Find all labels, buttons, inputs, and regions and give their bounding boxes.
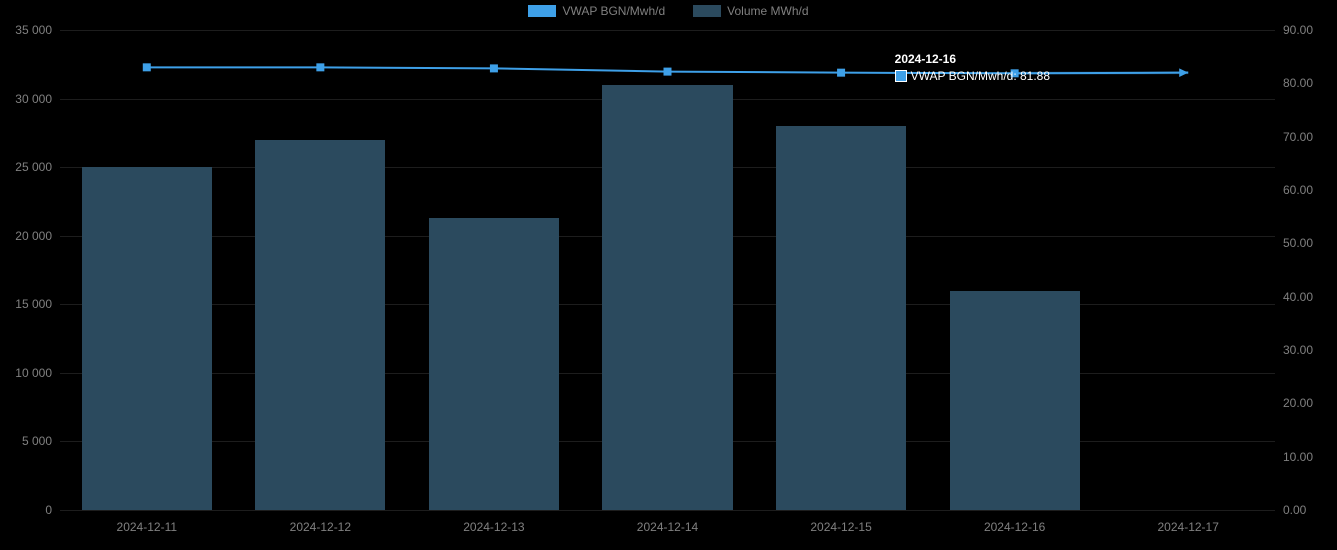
y-right-tick-label: 40.00 [1283,290,1313,304]
plot-area [60,30,1275,510]
y-left-tick-label: 25 000 [15,160,52,174]
vwap-marker[interactable] [837,69,845,77]
volume-bar[interactable] [602,85,732,510]
vwap-marker[interactable] [143,63,151,71]
volume-bar[interactable] [950,291,1080,510]
legend-swatch [528,5,556,17]
y-left-tick-label: 10 000 [15,366,52,380]
tooltip-row: VWAP BGN/Mwh/d: 81.88 [895,68,1050,85]
y-left-tick-label: 30 000 [15,92,52,106]
x-tick-label: 2024-12-15 [810,520,871,534]
y-right-tick-label: 70.00 [1283,130,1313,144]
line-end-arrow-icon [1179,68,1188,77]
tooltip-swatch [895,70,907,82]
y-right-tick-label: 80.00 [1283,76,1313,90]
vwap-marker[interactable] [490,64,498,72]
y-left-tick-label: 20 000 [15,229,52,243]
y-right-tick-label: 50.00 [1283,236,1313,250]
legend-label: Volume MWh/d [727,4,808,18]
x-tick-label: 2024-12-13 [463,520,524,534]
tooltip-title: 2024-12-16 [895,51,1050,68]
x-tick-label: 2024-12-11 [117,520,178,534]
y-right-tick-label: 0.00 [1283,503,1306,517]
legend-swatch [693,5,721,17]
legend-label: VWAP BGN/Mwh/d [562,4,665,18]
y-right-tick-label: 60.00 [1283,183,1313,197]
x-tick-label: 2024-12-14 [637,520,698,534]
y-right-tick-label: 30.00 [1283,343,1313,357]
legend: VWAP BGN/Mwh/d Volume MWh/d [0,4,1337,18]
x-tick-label: 2024-12-12 [290,520,351,534]
tooltip: 2024-12-16VWAP BGN/Mwh/d: 81.88 [895,51,1050,85]
volume-bar[interactable] [776,126,906,510]
vwap-marker[interactable] [316,63,324,71]
y-right-tick-label: 90.00 [1283,23,1313,37]
x-tick-label: 2024-12-16 [984,520,1045,534]
x-tick-label: 2024-12-17 [1158,520,1219,534]
volume-bar[interactable] [255,140,385,510]
y-left-tick-label: 5 000 [22,434,52,448]
gridline [60,510,1275,511]
legend-item[interactable]: Volume MWh/d [693,4,808,18]
y-right-tick-label: 20.00 [1283,396,1313,410]
tooltip-text: VWAP BGN/Mwh/d: 81.88 [911,68,1050,85]
y-right-tick-label: 10.00 [1283,450,1313,464]
y-left-tick-label: 0 [45,503,52,517]
y-left-tick-label: 35 000 [15,23,52,37]
gridline [60,30,1275,31]
volume-bar[interactable] [429,218,559,510]
y-left-tick-label: 15 000 [15,297,52,311]
volume-bar[interactable] [82,167,212,510]
combo-chart: VWAP BGN/Mwh/d Volume MWh/d 0 5 000 10 000 1… [0,0,1337,550]
legend-item[interactable]: VWAP BGN/Mwh/d [528,4,665,18]
vwap-marker[interactable] [664,68,672,76]
